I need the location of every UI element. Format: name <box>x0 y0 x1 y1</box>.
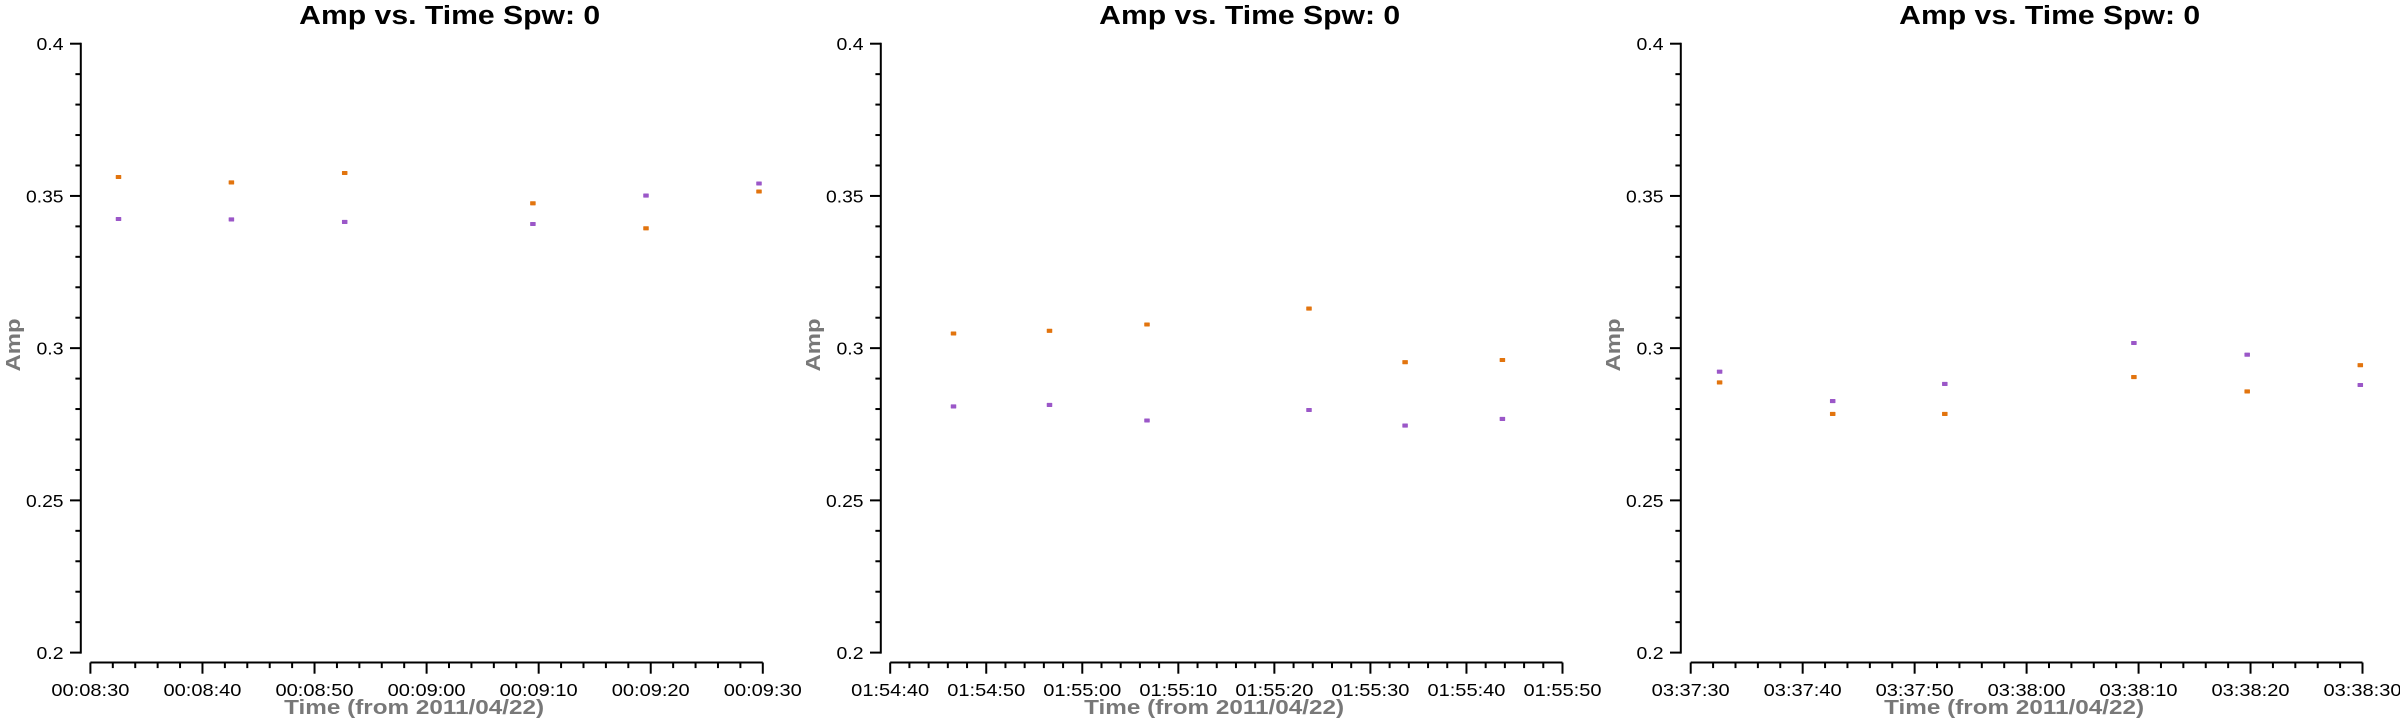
svg-text:01:55:10: 01:55:10 <box>1139 680 1217 700</box>
svg-text:0.4: 0.4 <box>837 34 864 54</box>
svg-text:Amp vs. Time Spw: 0: Amp vs. Time Spw: 0 <box>299 2 600 30</box>
svg-text:03:38:20: 03:38:20 <box>2212 680 2290 700</box>
svg-text:00:09:30: 00:09:30 <box>724 680 802 700</box>
svg-text:00:08:50: 00:08:50 <box>276 680 354 700</box>
svg-text:01:54:40: 01:54:40 <box>851 680 929 700</box>
svg-text:03:37:50: 03:37:50 <box>1876 680 1954 700</box>
svg-text:01:55:00: 01:55:00 <box>1043 680 1121 700</box>
svg-text:01:54:50: 01:54:50 <box>947 680 1025 700</box>
svg-text:01:55:40: 01:55:40 <box>1427 680 1505 700</box>
svg-text:03:37:40: 03:37:40 <box>1764 680 1842 700</box>
svg-text:0.25: 0.25 <box>26 491 64 511</box>
svg-text:0.4: 0.4 <box>1637 34 1664 54</box>
svg-text:0.2: 0.2 <box>1637 643 1664 663</box>
svg-text:03:37:30: 03:37:30 <box>1652 680 1730 700</box>
svg-text:0.2: 0.2 <box>37 643 64 663</box>
svg-text:0.35: 0.35 <box>826 186 864 206</box>
svg-text:03:38:00: 03:38:00 <box>1988 680 2066 700</box>
svg-text:01:55:30: 01:55:30 <box>1331 680 1409 700</box>
svg-text:Time (from 2011/04/22): Time (from 2011/04/22) <box>1084 696 1344 719</box>
svg-text:Amp: Amp <box>2 319 25 372</box>
svg-text:Amp: Amp <box>802 319 825 372</box>
svg-text:Amp vs. Time Spw: 0: Amp vs. Time Spw: 0 <box>1099 2 1400 30</box>
svg-text:0.25: 0.25 <box>826 491 864 511</box>
svg-text:0.3: 0.3 <box>837 339 864 359</box>
svg-text:01:55:50: 01:55:50 <box>1524 680 1602 700</box>
svg-text:03:38:30: 03:38:30 <box>2324 680 2400 700</box>
svg-text:00:09:00: 00:09:00 <box>388 680 466 700</box>
svg-text:0.25: 0.25 <box>1626 491 1664 511</box>
svg-text:01:55:20: 01:55:20 <box>1235 680 1313 700</box>
svg-text:Time (from 2011/04/22): Time (from 2011/04/22) <box>1884 696 2144 719</box>
svg-text:03:38:10: 03:38:10 <box>2100 680 2178 700</box>
svg-text:0.3: 0.3 <box>37 339 64 359</box>
svg-text:0.35: 0.35 <box>26 186 64 206</box>
svg-text:0.4: 0.4 <box>37 34 64 54</box>
svg-text:00:08:40: 00:08:40 <box>163 680 241 700</box>
svg-text:00:09:10: 00:09:10 <box>500 680 578 700</box>
svg-text:0.35: 0.35 <box>1626 186 1664 206</box>
svg-text:Amp: Amp <box>1602 319 1625 372</box>
svg-text:00:08:30: 00:08:30 <box>51 680 129 700</box>
svg-text:0.3: 0.3 <box>1637 339 1664 359</box>
svg-text:00:09:20: 00:09:20 <box>612 680 690 700</box>
svg-text:Amp vs. Time Spw: 0: Amp vs. Time Spw: 0 <box>1899 2 2200 30</box>
svg-text:0.2: 0.2 <box>837 643 864 663</box>
svg-text:Time (from 2011/04/22): Time (from 2011/04/22) <box>284 696 544 719</box>
